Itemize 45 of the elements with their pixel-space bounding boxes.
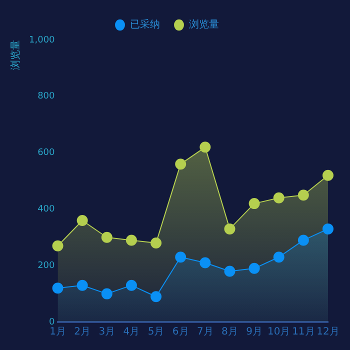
x-tick-label: 11月 xyxy=(292,326,315,338)
y-tick-label: 200 xyxy=(38,260,56,271)
legend-label: 浏览量 xyxy=(189,18,219,31)
y-tick-label: 600 xyxy=(38,148,56,158)
x-tick-label: 7月 xyxy=(196,326,214,338)
point xyxy=(52,240,64,252)
x-tick-label: 5月 xyxy=(148,326,164,338)
point xyxy=(224,223,236,234)
y-axis-title: 浏览量 xyxy=(10,40,22,70)
legend-label: 已采纳 xyxy=(130,18,160,31)
x-tick-label: 3月 xyxy=(98,326,116,338)
x-tick-label: 4月 xyxy=(123,326,140,338)
x-tick-label: 8月 xyxy=(222,326,238,338)
point xyxy=(224,266,236,277)
x-tick-label: 6月 xyxy=(172,326,189,338)
point xyxy=(52,282,64,294)
y-tick-label: 0 xyxy=(49,317,56,328)
point xyxy=(175,252,186,263)
x-tick-label: 2月 xyxy=(74,326,91,338)
point xyxy=(126,280,137,291)
point xyxy=(200,142,211,153)
point xyxy=(200,257,211,268)
x-tick-label: 1月 xyxy=(50,326,66,338)
x-tick-label: 10月 xyxy=(268,326,290,338)
point xyxy=(101,232,112,243)
point xyxy=(273,252,284,263)
x-tick-label: 9月 xyxy=(246,326,262,338)
point xyxy=(322,170,334,181)
point xyxy=(126,234,137,246)
y-tick-label: 1,000 xyxy=(29,35,56,46)
point xyxy=(273,192,284,204)
point xyxy=(175,158,186,170)
point xyxy=(76,280,88,291)
point xyxy=(150,238,162,249)
x-tick-label: 12月 xyxy=(316,326,340,338)
point xyxy=(150,291,162,302)
point xyxy=(76,214,88,226)
point xyxy=(248,198,260,210)
point xyxy=(298,234,309,246)
y-tick-label: 400 xyxy=(38,204,56,215)
point xyxy=(248,262,260,274)
point xyxy=(101,288,112,300)
point xyxy=(298,190,309,201)
y-tick-label: 800 xyxy=(38,92,56,102)
point xyxy=(322,223,334,234)
